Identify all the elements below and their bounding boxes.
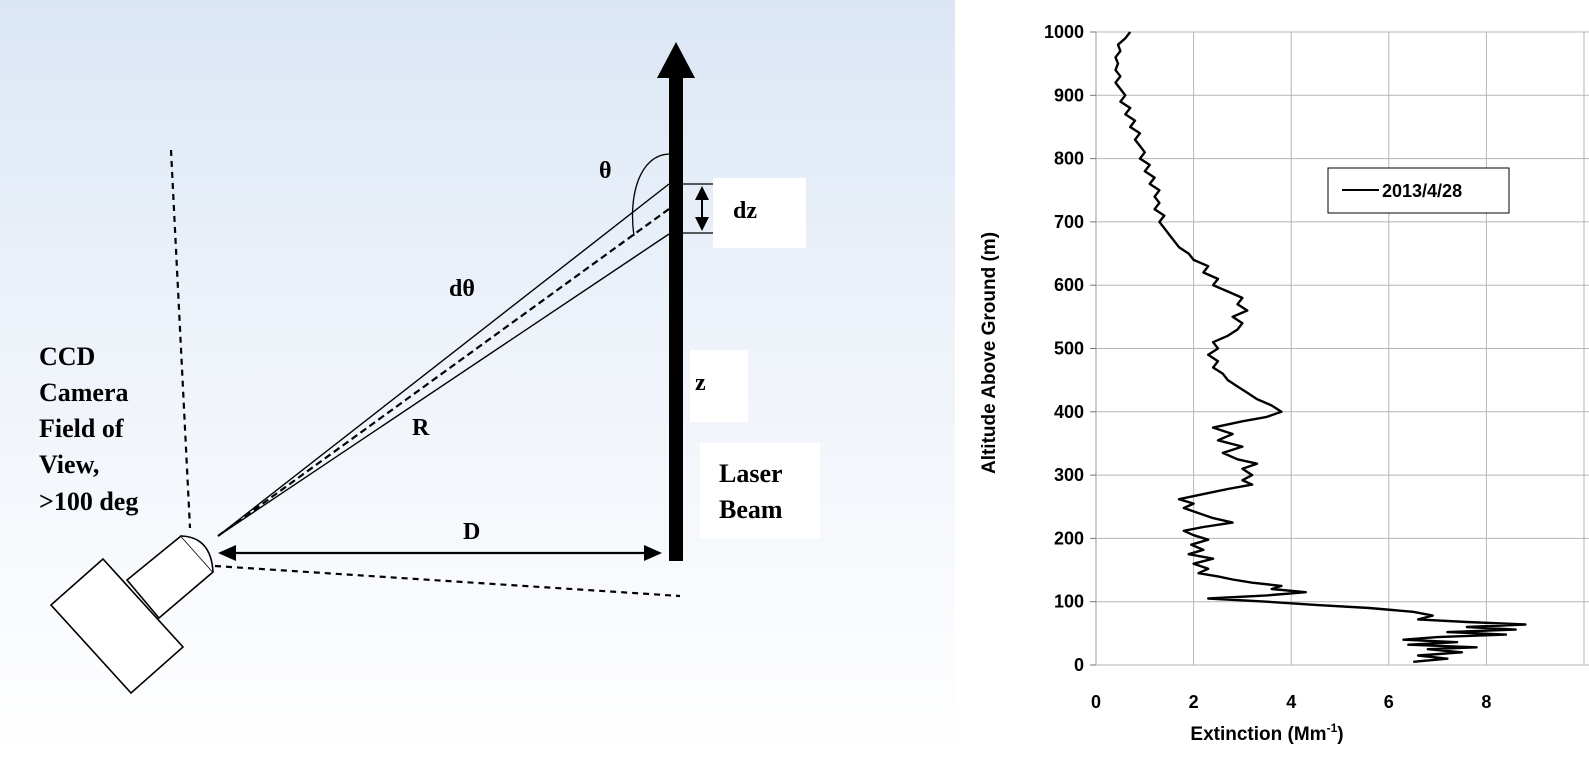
camera-caption-line: CCD bbox=[39, 342, 95, 371]
camera-caption-line: >100 deg bbox=[39, 487, 138, 516]
x-tick-label: 0 bbox=[1091, 692, 1101, 712]
distance-label: D bbox=[463, 519, 480, 545]
x-axis-title-text: Extinction (Mm bbox=[1190, 724, 1326, 745]
altitude-z-label: z bbox=[695, 370, 706, 396]
dz-label-box bbox=[713, 178, 806, 248]
chart-legend: 2013/4/28 bbox=[1327, 167, 1510, 214]
ccd-camera-icon bbox=[49, 534, 215, 695]
laser-caption-line: Beam bbox=[719, 495, 783, 524]
camera-caption-line: Field of bbox=[39, 414, 124, 443]
chart-series bbox=[1114, 31, 1527, 663]
distance-arrowhead-left bbox=[218, 545, 236, 561]
y-tick-label: 100 bbox=[1054, 592, 1084, 612]
chart-tick-labels: 0 100 200 300 400 500 600 700 800 900 1000 0 2 4 6 8 bbox=[1044, 22, 1491, 712]
extinction-profile-chart: 0 100 200 300 400 500 600 700 800 900 1000 0 2 4 6 8 Al… bbox=[979, 22, 1589, 745]
range-label: R bbox=[412, 415, 430, 441]
y-tick-label: 200 bbox=[1054, 528, 1084, 548]
chart-grid bbox=[1090, 31, 1589, 666]
theta-label: θ bbox=[599, 158, 612, 184]
y-tick-label: 800 bbox=[1054, 149, 1084, 169]
y-tick-label: 700 bbox=[1054, 212, 1084, 232]
laser-beam-arrowhead bbox=[657, 42, 695, 78]
z-label-box bbox=[690, 350, 748, 422]
x-axis-title-suffix: ) bbox=[1337, 724, 1343, 745]
dz-arrowhead-down bbox=[695, 217, 709, 231]
y-tick-label: 1000 bbox=[1044, 22, 1084, 42]
y-tick-label: 300 bbox=[1054, 465, 1084, 485]
ray-lower bbox=[217, 233, 670, 537]
legend-label: 2013/4/28 bbox=[1382, 181, 1462, 201]
x-tick-label: 4 bbox=[1286, 692, 1296, 712]
fov-boundary-upper bbox=[169, 149, 192, 529]
camera-body bbox=[49, 557, 185, 695]
laser-label-box bbox=[700, 443, 820, 538]
extinction-profile-panel: 0 100 200 300 400 500 600 700 800 900 1000 0 2 4 6 8 Al… bbox=[955, 0, 1589, 758]
ray-upper bbox=[217, 183, 670, 537]
laser-beam bbox=[669, 75, 683, 561]
camera-lens-dome bbox=[180, 535, 214, 573]
x-axis-title-superscript: -1 bbox=[1327, 721, 1338, 735]
dtheta-label: dθ bbox=[449, 276, 475, 302]
x-axis-title: Extinction (Mm-1) bbox=[1190, 721, 1343, 745]
x-tick-label: 6 bbox=[1384, 692, 1394, 712]
x-tick-label: 8 bbox=[1481, 692, 1491, 712]
ray-center-dashed bbox=[217, 208, 670, 537]
fov-boundary-lower bbox=[214, 564, 681, 598]
x-tick-label: 2 bbox=[1189, 692, 1199, 712]
y-axis-title: Altitude Above Ground (m) bbox=[979, 232, 1000, 474]
laser-caption: Laser Beam bbox=[719, 459, 783, 524]
measurement-geometry-diagram: θ dz dθ R z D CCD Camera Field of View, … bbox=[39, 42, 820, 695]
camera-caption-line: Camera bbox=[39, 378, 129, 407]
laser-caption-line: Laser bbox=[719, 459, 783, 488]
y-tick-label: 0 bbox=[1074, 655, 1084, 675]
camera-caption: CCD Camera Field of View, >100 deg bbox=[39, 342, 138, 516]
y-tick-label: 500 bbox=[1054, 339, 1084, 359]
theta-arc bbox=[631, 153, 670, 237]
series-line bbox=[1114, 31, 1527, 663]
y-tick-label: 900 bbox=[1054, 85, 1084, 105]
y-tick-label: 600 bbox=[1054, 275, 1084, 295]
camera-caption-line: View, bbox=[39, 450, 99, 479]
dz-label: dz bbox=[733, 198, 757, 224]
y-tick-label: 400 bbox=[1054, 402, 1084, 422]
dz-arrowhead-up bbox=[695, 186, 709, 200]
distance-arrowhead-right bbox=[644, 545, 662, 561]
